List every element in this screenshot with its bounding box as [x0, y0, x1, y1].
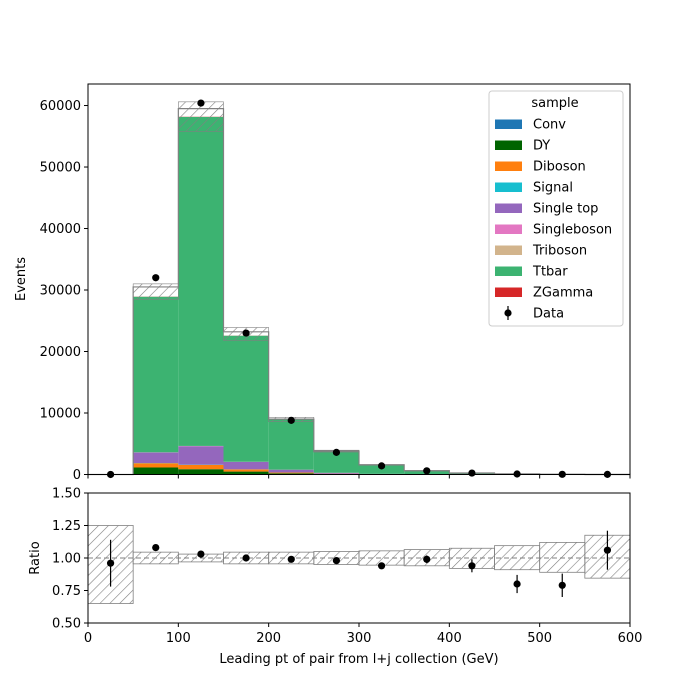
data-point: [152, 274, 160, 282]
ratio-point: [468, 562, 476, 570]
legend-label: Triboson: [532, 244, 587, 259]
bar-ttbar: [268, 419, 314, 470]
x-tick-label: 0: [84, 631, 92, 646]
legend-label: Singleboson: [533, 223, 612, 238]
legend-swatch: [495, 182, 522, 192]
ratio-points: [106, 530, 612, 597]
x-tick-label: 100: [166, 631, 191, 646]
ratio-unc-hatch: [539, 542, 586, 573]
x-tick-label: 600: [618, 631, 643, 646]
legend-swatch: [495, 287, 522, 297]
ratio-point: [513, 580, 521, 588]
bar-dy: [133, 467, 179, 475]
x-axis-label: Leading pt of pair from l+j collection (…: [219, 652, 498, 667]
mc-unc-hatch: [178, 101, 224, 132]
data-point: [468, 469, 476, 477]
bar-dy: [223, 471, 269, 475]
legend-swatch: [495, 119, 522, 129]
bar-diboson: [268, 472, 314, 474]
y-tick-label: 10000: [40, 407, 81, 422]
y-tick-label: 20000: [40, 345, 81, 360]
ratio-y-axis-label: Ratio: [28, 541, 43, 574]
bar-diboson: [133, 463, 179, 468]
bar-dy: [268, 473, 314, 475]
bar-ttbar: [133, 296, 179, 453]
legend-frame: [488, 90, 624, 327]
main-x-ticks: [87, 474, 631, 479]
ratio-point: [603, 546, 612, 554]
y-tick-label: 30000: [40, 284, 81, 299]
data-point: [287, 416, 295, 424]
legend-label: Ttbar: [532, 265, 568, 280]
legend: sample Conv DY Diboson Signal Single top Sing…: [488, 90, 624, 327]
legend-swatch: [495, 161, 522, 171]
legend-label: DY: [533, 139, 550, 154]
ratio-y-tick-label: 0.75: [52, 584, 81, 599]
legend-items: Conv DY Diboson Signal Single top Singleboson…: [495, 118, 612, 322]
y-tick-label: 50000: [40, 161, 81, 176]
data-point: [377, 462, 386, 470]
ratio-y-tick-label: 0.50: [52, 617, 81, 632]
ratio-point: [242, 554, 250, 562]
bar-ttbar: [313, 451, 359, 473]
legend-label: Data: [533, 307, 564, 322]
x-tick-label: 200: [256, 631, 281, 646]
ratio-panel: 0.50 0.75 1.00 1.25 1.50 0 100 200 300 400 500 600…: [28, 487, 642, 668]
ratio-point: [197, 550, 205, 558]
x-tick-label: 400: [437, 631, 462, 646]
ratio-point: [423, 555, 431, 563]
main-panel: 0 10000 20000 30000 40000 50000 60000 Events s…: [14, 83, 631, 483]
data-point: [332, 448, 341, 456]
ratio-y-axis: 0.50 0.75 1.00 1.25 1.50: [52, 487, 88, 632]
y-tick-label: 60000: [40, 99, 81, 114]
data-point: [197, 99, 205, 107]
y-tick-label: 0: [73, 468, 81, 483]
ratio-y-tick-label: 1.00: [52, 552, 81, 567]
legend-label: Conv: [533, 118, 566, 133]
bar-single-top: [223, 461, 269, 470]
legend-label: ZGamma: [533, 286, 593, 301]
legend-label: Signal: [533, 181, 573, 196]
bar-ttbar: [223, 335, 269, 462]
legend-swatch: [495, 266, 522, 276]
legend-swatch: [495, 140, 522, 150]
x-tick-label: 500: [527, 631, 552, 646]
ratio-point: [332, 557, 341, 565]
bar-ttbar: [178, 116, 224, 446]
bar-diboson: [223, 469, 269, 472]
bar-single-top: [268, 469, 314, 473]
x-tick-label: 300: [347, 631, 372, 646]
x-axis: 0 100 200 300 400 500 600: [84, 623, 643, 646]
bar-dy: [178, 469, 224, 475]
ratio-y-tick-label: 1.50: [52, 487, 81, 502]
bar-single-top: [178, 446, 224, 465]
ratio-point: [152, 544, 160, 552]
legend-label: Diboson: [533, 160, 586, 175]
main-y-axis: 0 10000 20000 30000 40000 50000 60000: [40, 99, 88, 483]
mc-unc-hatch: [132, 283, 179, 300]
ratio-point: [377, 562, 386, 570]
data-point: [423, 467, 431, 475]
ratio-point: [287, 555, 295, 563]
main-y-axis-label: Events: [14, 257, 29, 301]
bar-single-top: [133, 452, 179, 464]
bar-single-top: [313, 472, 359, 474]
ratio-y-tick-label: 1.25: [52, 519, 81, 534]
legend-swatch: [495, 245, 522, 255]
legend-marker: [504, 309, 512, 317]
legend-title: sample: [531, 96, 578, 111]
ratio-uncertainty-band: [87, 525, 631, 604]
data-point: [242, 329, 250, 337]
y-tick-label: 40000: [40, 222, 81, 237]
legend-label: Single top: [533, 202, 598, 217]
legend-swatch: [495, 224, 522, 234]
ratio-point: [558, 581, 566, 589]
bar-diboson: [178, 464, 224, 470]
ratio-point: [106, 559, 115, 567]
legend-swatch: [495, 203, 522, 213]
